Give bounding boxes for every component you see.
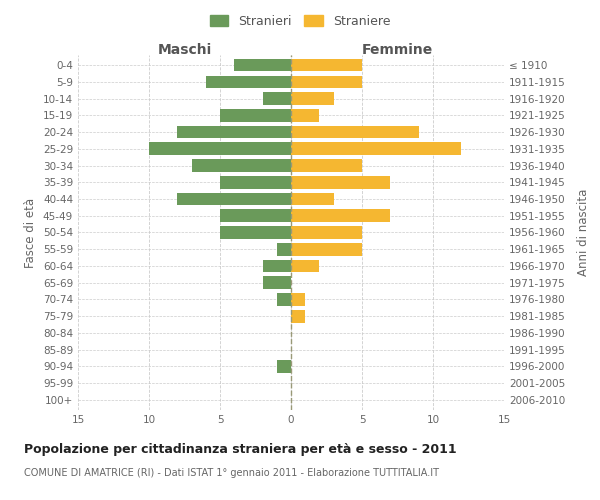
Bar xyxy=(291,293,305,306)
Bar xyxy=(291,109,319,122)
Bar xyxy=(291,310,305,322)
Bar xyxy=(291,192,334,205)
Bar xyxy=(234,59,291,72)
Bar xyxy=(220,226,291,239)
Bar xyxy=(277,293,291,306)
Bar xyxy=(263,260,291,272)
Bar xyxy=(291,176,391,188)
Bar xyxy=(220,210,291,222)
Bar xyxy=(149,142,291,155)
Bar xyxy=(178,126,291,138)
Bar xyxy=(291,126,419,138)
Legend: Stranieri, Straniere: Stranieri, Straniere xyxy=(206,11,394,32)
Text: Femmine: Femmine xyxy=(362,43,433,57)
Bar xyxy=(191,159,291,172)
Bar xyxy=(263,92,291,105)
Bar xyxy=(291,210,391,222)
Bar xyxy=(291,260,319,272)
Text: COMUNE DI AMATRICE (RI) - Dati ISTAT 1° gennaio 2011 - Elaborazione TUTTITALIA.I: COMUNE DI AMATRICE (RI) - Dati ISTAT 1° … xyxy=(24,468,439,477)
Bar xyxy=(277,243,291,256)
Bar xyxy=(220,109,291,122)
Bar xyxy=(291,226,362,239)
Y-axis label: Fasce di età: Fasce di età xyxy=(25,198,37,268)
Text: Maschi: Maschi xyxy=(157,43,212,57)
Bar xyxy=(178,192,291,205)
Text: Popolazione per cittadinanza straniera per età e sesso - 2011: Popolazione per cittadinanza straniera p… xyxy=(24,442,457,456)
Bar xyxy=(220,176,291,188)
Bar xyxy=(277,360,291,372)
Bar xyxy=(291,92,334,105)
Y-axis label: Anni di nascita: Anni di nascita xyxy=(577,189,590,276)
Bar xyxy=(206,76,291,88)
Bar xyxy=(291,243,362,256)
Bar xyxy=(291,76,362,88)
Bar xyxy=(263,276,291,289)
Bar xyxy=(291,142,461,155)
Bar xyxy=(291,159,362,172)
Bar xyxy=(291,59,362,72)
